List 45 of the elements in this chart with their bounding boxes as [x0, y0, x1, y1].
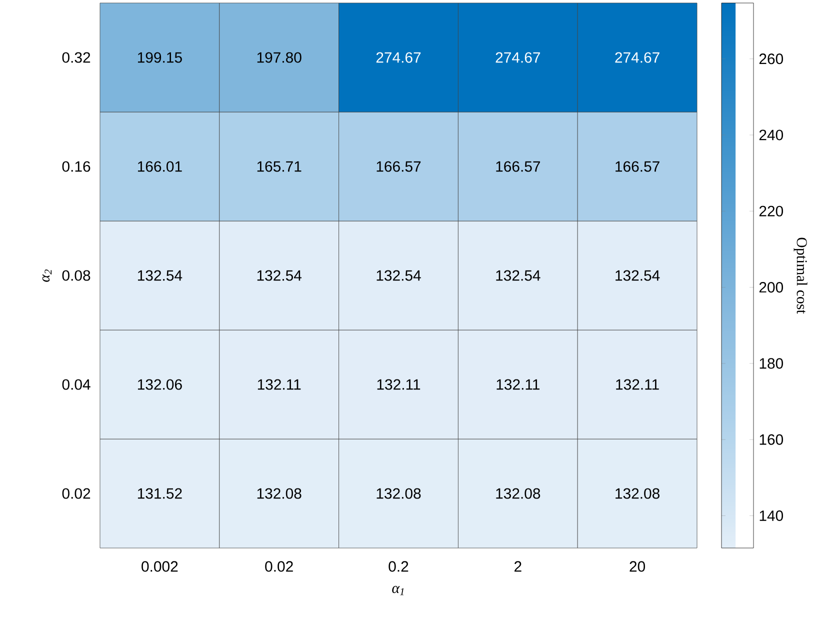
- data-label: 132.54: [496, 270, 540, 281]
- data-label: 132.54: [376, 270, 421, 281]
- color-bar-label: 140: [760, 510, 784, 521]
- y-axis-title: α$_{2}$: [42, 269, 52, 282]
- data-label: 132.11: [496, 379, 540, 390]
- data-label: 274.67: [376, 52, 421, 63]
- color-bar-label: 260: [759, 54, 784, 64]
- data-label: 132.06: [138, 379, 182, 390]
- data-label: 199.15: [138, 52, 182, 63]
- data-label: 132.11: [616, 379, 659, 390]
- color-bar-label: 220: [759, 206, 784, 216]
- data-label: 132.54: [616, 270, 660, 281]
- data-label: 166.01: [138, 161, 182, 172]
- data-label: 197.80: [257, 52, 302, 63]
- color-bar-title: Optimal cost: [794, 238, 808, 314]
- x-tick-label: 0.2: [388, 561, 408, 572]
- data-label: 166.57: [616, 161, 660, 172]
- y-tick-label: 0.16: [62, 161, 90, 172]
- data-label: 132.54: [138, 270, 182, 281]
- x-tick-label: 20: [630, 561, 646, 572]
- data-label: 131.52: [138, 488, 182, 499]
- data-label: 132.08: [376, 488, 421, 499]
- data-label: 274.67: [615, 52, 660, 63]
- x-axis-title: α$_{1}$: [392, 586, 404, 596]
- y-tick-label: 0.04: [62, 379, 90, 390]
- y-tick-label: 0.32: [62, 52, 90, 63]
- x-tick-label: 0.002: [142, 561, 178, 572]
- x-tick-label: 0.02: [265, 561, 293, 572]
- data-label: 132.54: [257, 270, 302, 281]
- data-label: 166.57: [496, 161, 540, 172]
- x-tick-label: 2: [514, 561, 522, 572]
- color-bar-label: 200: [759, 282, 784, 293]
- data-label: 132.08: [616, 488, 660, 499]
- y-tick-label: 0.02: [62, 488, 90, 499]
- data-label: 132.11: [377, 379, 420, 390]
- data-label: 132.11: [258, 379, 301, 390]
- data-label: 165.71: [257, 161, 302, 172]
- data-label: 132.08: [257, 488, 302, 499]
- color-bar-label: 240: [759, 130, 784, 140]
- data-label: 274.67: [496, 52, 540, 63]
- color-bar-label: 160: [760, 434, 784, 445]
- data-label: 166.57: [376, 161, 421, 172]
- color-bar-label: 180: [760, 358, 784, 369]
- data-label: 132.08: [496, 488, 540, 499]
- y-tick-label: 0.08: [62, 270, 90, 281]
